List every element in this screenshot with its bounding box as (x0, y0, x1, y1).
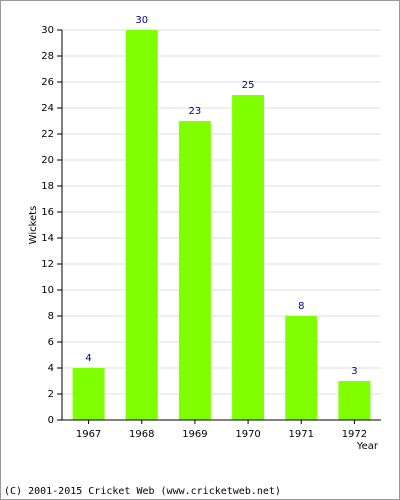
y-tick-label: 30 (41, 25, 54, 36)
y-tick-label: 4 (48, 363, 54, 374)
y-tick-label: 28 (41, 51, 54, 62)
bar (178, 121, 211, 420)
x-tick-label: 1969 (182, 429, 207, 440)
y-tick-label: 20 (41, 155, 54, 166)
y-tick-label: 2 (48, 389, 54, 400)
y-axis-label: Wickets (28, 206, 39, 245)
y-tick-label: 0 (48, 415, 54, 426)
bar (125, 30, 158, 420)
y-tick-label: 8 (48, 311, 54, 322)
y-tick-label: 16 (41, 207, 54, 218)
bar (285, 316, 318, 420)
y-tick-label: 18 (41, 181, 54, 192)
x-tick-label: 1970 (235, 429, 260, 440)
value-label: 25 (242, 80, 255, 91)
y-tick-label: 22 (41, 129, 54, 140)
y-tick-label: 14 (41, 233, 54, 244)
x-axis-label: Year (356, 441, 379, 452)
value-label: 8 (298, 301, 304, 312)
x-tick-label: 1967 (76, 429, 101, 440)
bar (72, 368, 105, 420)
y-tick-label: 12 (41, 259, 54, 270)
bar (338, 381, 371, 420)
y-tick-label: 26 (41, 77, 54, 88)
y-tick-label: 6 (48, 337, 54, 348)
y-tick-label: 24 (41, 103, 54, 114)
value-label: 4 (85, 353, 91, 364)
footer: (C) 2001-2015 Cricket Web (www.cricketwe… (4, 486, 281, 497)
x-tick-label: 1971 (289, 429, 314, 440)
x-tick-label: 1968 (129, 429, 154, 440)
value-label: 30 (135, 15, 148, 26)
value-label: 23 (189, 106, 202, 117)
y-tick-label: 10 (41, 285, 54, 296)
x-tick-label: 1972 (342, 429, 367, 440)
bar (232, 95, 265, 420)
value-label: 3 (351, 366, 357, 377)
